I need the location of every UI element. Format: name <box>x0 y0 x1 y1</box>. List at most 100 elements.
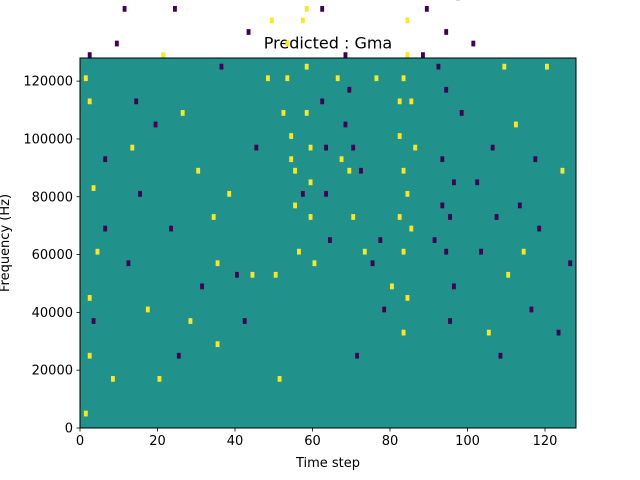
heatmap-cell <box>297 248 301 255</box>
heatmap-cell <box>103 156 108 163</box>
heatmap-cell <box>266 75 270 82</box>
heatmap-cell <box>235 271 239 278</box>
heatmap-cell <box>130 144 135 151</box>
heatmap-cell <box>409 225 414 232</box>
heatmap-cell <box>479 248 484 255</box>
heatmap-cell <box>502 63 507 70</box>
x-tick-label: 0 <box>76 434 84 449</box>
heatmap-cell <box>254 144 259 151</box>
heatmap-cell <box>459 110 464 116</box>
heatmap-cell <box>83 410 88 417</box>
heatmap-cell <box>324 190 329 197</box>
heatmap-cell <box>498 352 503 359</box>
x-tick-label: 20 <box>149 434 166 449</box>
heatmap-cell <box>370 260 375 267</box>
plot-frame <box>79 57 577 429</box>
heatmap-cell <box>448 318 453 324</box>
heatmap-cell <box>556 329 561 336</box>
heatmap-cell <box>91 185 96 191</box>
heatmap-cell <box>289 156 294 163</box>
y-tick-label: 0 <box>65 422 73 437</box>
x-tick-label: 40 <box>227 434 244 449</box>
heatmap-cell <box>440 202 445 209</box>
heatmap-cell <box>444 86 449 93</box>
heatmap-cell <box>343 121 348 128</box>
heatmap-cell <box>138 190 143 197</box>
heatmap-cell <box>397 133 402 139</box>
heatmap-cell <box>87 98 92 105</box>
heatmap-cell <box>378 237 383 243</box>
heatmap-cell <box>87 52 92 58</box>
heatmap-cell <box>281 110 286 116</box>
heatmap-cell <box>568 260 573 267</box>
heatmap-cell <box>289 133 294 139</box>
heatmap-cell <box>219 63 224 70</box>
y-axis: 0 20000 40000 60000 80000 100000 120000 <box>23 75 80 437</box>
heatmap-cell <box>432 237 437 243</box>
heatmap-cell <box>514 121 518 128</box>
heatmap-cell <box>421 52 425 58</box>
heatmap-cell <box>448 214 453 220</box>
heatmap-cell <box>382 306 387 313</box>
heatmap-cell <box>300 17 305 24</box>
heatmap-cell <box>335 75 340 82</box>
heatmap-cell <box>401 248 406 255</box>
heatmap-cell <box>308 144 313 151</box>
heatmap-cell <box>176 352 181 359</box>
heatmap-cell <box>401 75 406 82</box>
heatmap-cell <box>87 295 92 301</box>
heatmap-cell <box>300 190 305 197</box>
heatmap-cells <box>83 0 573 417</box>
heatmap-cell <box>328 237 332 243</box>
heatmap-cell <box>545 63 549 70</box>
heatmap-cell <box>196 167 201 174</box>
heatmap-cell <box>126 260 131 267</box>
heatmap-cell <box>405 52 410 58</box>
y-tick-label: 100000 <box>23 132 73 147</box>
heatmap-cell <box>359 167 363 174</box>
heatmap-cell <box>227 190 232 197</box>
chart-title: Predicted : Gma <box>264 34 392 53</box>
heatmap-cell <box>362 248 367 255</box>
heatmap-cell <box>83 75 88 82</box>
heatmap-cell <box>405 190 410 197</box>
heatmap-cell <box>285 40 290 47</box>
heatmap-cell <box>424 5 429 12</box>
heatmap-cell <box>242 318 247 324</box>
heatmap-cell <box>486 329 491 336</box>
heatmap-cell <box>320 98 325 105</box>
heatmap-cell <box>343 52 348 58</box>
y-tick-label: 40000 <box>32 306 73 321</box>
x-axis-label: Time step <box>295 456 360 471</box>
heatmap-cell <box>250 271 255 278</box>
heatmap-cell <box>215 260 220 267</box>
heatmap-cell <box>122 5 127 12</box>
heatmap-cell <box>103 225 108 232</box>
y-tick-label: 60000 <box>32 248 73 263</box>
heatmap-cell <box>347 167 352 174</box>
heatmap-cell <box>188 318 193 324</box>
heatmap-cell <box>211 214 216 220</box>
heatmap-cell <box>308 179 313 186</box>
heatmap-cell <box>351 214 356 220</box>
heatmap-cell <box>312 260 317 267</box>
heatmap-cell <box>293 167 298 174</box>
heatmap-cell <box>397 98 402 105</box>
heatmap-cell <box>277 375 282 382</box>
heatmap-cell <box>355 352 360 359</box>
heatmap-cell <box>95 248 100 255</box>
heatmap-cell <box>413 144 418 151</box>
heatmap-cell <box>173 5 177 12</box>
heatmap-cell <box>161 52 166 58</box>
y-tick-label: 120000 <box>23 75 73 90</box>
heatmap-cell <box>475 179 480 186</box>
heatmap-cell <box>273 271 278 278</box>
heatmap-cell <box>169 225 174 232</box>
heatmap-cell <box>180 110 185 116</box>
heatmap-cell <box>285 75 290 82</box>
heatmap-cell <box>409 98 414 105</box>
x-axis: 0 20 40 60 80 100 120 <box>76 428 557 449</box>
heatmap-cell <box>452 179 456 186</box>
heatmap-cell <box>444 29 449 35</box>
heatmap-cell <box>339 156 344 163</box>
